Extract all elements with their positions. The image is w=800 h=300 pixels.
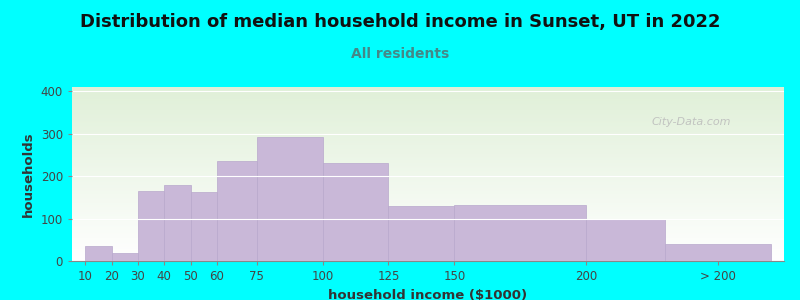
Text: City-Data.com: City-Data.com (652, 117, 731, 127)
Bar (666, 244, 771, 261)
Bar (190, 192, 217, 261)
Bar (389, 206, 454, 261)
Y-axis label: households: households (22, 131, 35, 217)
Bar (454, 205, 586, 261)
Bar (85, 246, 111, 261)
X-axis label: household income ($1000): household income ($1000) (329, 289, 527, 300)
Bar (257, 137, 322, 261)
Bar (164, 185, 190, 261)
Text: All residents: All residents (351, 46, 449, 61)
Text: Distribution of median household income in Sunset, UT in 2022: Distribution of median household income … (80, 14, 720, 32)
Bar (111, 253, 138, 261)
Bar (138, 191, 164, 261)
Bar (322, 164, 389, 261)
Bar (217, 161, 257, 261)
Bar (586, 219, 666, 261)
